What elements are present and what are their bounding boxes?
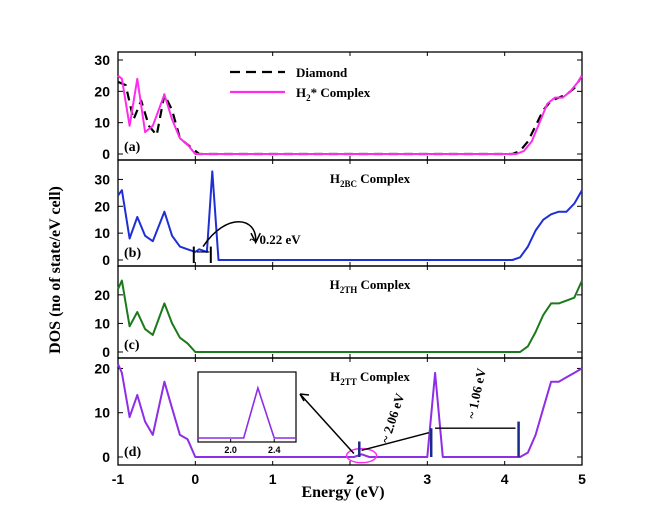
y-tick-label: 30 — [94, 171, 110, 187]
y-tick-label: 0 — [102, 146, 110, 162]
x-axis-label: Energy (eV) — [301, 484, 384, 501]
highlight-ellipse — [345, 447, 378, 464]
series-line-h2tt — [117, 363, 583, 458]
gap-arrow — [202, 220, 257, 247]
inset-series-line — [198, 385, 296, 439]
panel-label: (a) — [124, 140, 141, 155]
series-line-h2th — [117, 279, 583, 353]
panel-d: 0 10 20 (d) H2TT Complex ~ 2.06 eV ~ 1.06 eV 2.… — [94, 357, 583, 466]
legend-entry: Diamond — [296, 65, 348, 80]
legend: Diamond H2* Complex — [230, 65, 371, 103]
series-line-h2star — [117, 74, 583, 155]
arrow-head — [250, 232, 261, 245]
panel-title: H2TT Complex — [330, 369, 410, 387]
panel-title: H2BC Complex — [330, 171, 411, 189]
y-tick-label: 30 — [94, 52, 110, 68]
y-tick-label: 10 — [94, 115, 110, 131]
x-axis: -1 0 1 2 3 4 5 — [112, 471, 586, 487]
gap-annotation: ~ 2.06 eV — [377, 391, 407, 445]
y-tick-label: 20 — [94, 287, 110, 303]
x-tick-label: 4 — [501, 471, 509, 487]
x-tick-label: -1 — [112, 471, 125, 487]
y-axis-label: DOS (no of state/eV cell) — [47, 186, 64, 354]
gap-annotation: ~ 0.22 eV — [249, 232, 301, 247]
gap-annotation: ~ 1.06 eV — [464, 366, 489, 420]
y-tick-label: 20 — [94, 83, 110, 99]
x-tick-label: 1 — [269, 471, 277, 487]
y-tick-label: 0 — [102, 344, 110, 360]
panel-a: 0 10 20 30 (a) Diamond H2* Complex — [94, 51, 583, 162]
panel-label: (d) — [124, 445, 141, 460]
inset-frame — [197, 371, 297, 443]
y-tick-label: 10 — [94, 225, 110, 241]
inset-tick-label: 2.4 — [268, 445, 281, 455]
y-tick-label: 20 — [94, 360, 110, 376]
y-tick-label: 0 — [102, 252, 110, 268]
y-tick-label: 10 — [94, 405, 110, 421]
x-tick-label: 0 — [191, 471, 199, 487]
inset-arrow — [299, 393, 355, 454]
x-tick-label: 3 — [423, 471, 431, 487]
panel-label: (c) — [124, 338, 140, 353]
series-line-diamond — [117, 75, 583, 156]
inset: 2.0 2.4 — [197, 371, 297, 455]
panel-title: H2TH Complex — [330, 277, 411, 295]
arrow-head — [299, 393, 310, 402]
inset-tick-label: 2.0 — [224, 445, 237, 455]
y-tick-label: 20 — [94, 198, 110, 214]
gap-arrow — [361, 431, 430, 452]
x-tick-label: 5 — [578, 471, 586, 487]
legend-entry: H2* Complex — [296, 85, 371, 103]
panel-b: 0 10 20 30 (b) H2BC Complex ~ 0.22 eV — [94, 159, 583, 268]
panel-label: (b) — [124, 246, 141, 261]
y-tick-label: 10 — [94, 315, 110, 331]
panel-c: 0 10 20 (c) H2TH Complex — [94, 265, 583, 360]
y-tick-label: 0 — [102, 449, 110, 465]
x-tick-label: 2 — [346, 471, 354, 487]
